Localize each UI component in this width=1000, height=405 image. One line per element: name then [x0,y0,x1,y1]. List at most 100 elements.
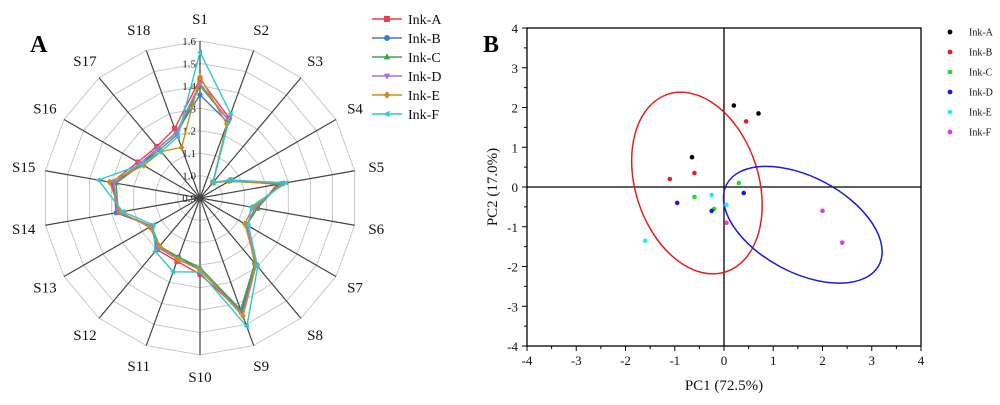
legend-label: Ink-D [969,88,993,99]
scatter-point [736,180,742,186]
radar-axis-label: S12 [73,328,96,344]
radar-data-point [197,271,203,277]
legend-marker [383,91,391,99]
scatter-point [839,240,845,245]
radar-data-point [170,268,176,275]
radar-data-point [172,125,178,132]
y-tick-label: 0 [512,180,519,195]
panel-a-label: A [30,32,48,58]
radar-data-point [227,110,233,117]
legend-label: Ink-F [969,128,992,139]
scatter-point [667,176,673,182]
legend-label: Ink-E [969,108,992,119]
legend-marker [947,109,953,115]
radar-axis-label: S1 [192,12,208,28]
radar-axis-label: S7 [347,281,363,297]
radar-data-point [150,222,156,228]
radar-axis-label: S11 [127,359,150,375]
radar-spoke [199,197,337,278]
radar-spoke [98,77,201,199]
y-tick-label: 4 [512,21,519,36]
radar-spoke [145,50,201,199]
y-tick-label: 1 [512,140,519,155]
scatter-point [692,194,697,200]
scatter-point [743,119,749,124]
radar-spoke [199,118,337,199]
scatter-point [731,103,737,108]
legend-marker [947,49,953,55]
radar-axis-label: S10 [188,370,211,386]
legend-label: Ink-E [408,89,440,104]
x-tick-label: -3 [571,353,582,368]
radar-data-point [245,223,251,229]
radar-tick-label: 0.9 [182,193,196,205]
y-tick-label: -3 [507,299,518,314]
radar-spoke [199,197,302,319]
radar-data-point [197,73,203,81]
x-tick-label: 3 [869,353,876,368]
radar-spoke [199,77,302,199]
radar-data-point [241,220,248,228]
radar-tick-label: 1.6 [182,36,196,48]
scatter-point [741,190,746,196]
radar-data-point [178,144,185,151]
legend-marker [947,129,953,135]
radar-data-point [95,177,101,183]
pca-scatter-chart: -4 -3 -2 -1 0 1 2 3 4 -4 -3 -2 -1 0 1 2 3 4 PC1 (72.5%) PC2… [485,21,925,394]
radar-legend: Ink-A Ink-B Ink-C Ink-D Ink-E Ink-F [372,13,442,123]
legend-label: Ink-D [408,70,441,85]
y-tick-label: -4 [507,339,518,354]
radar-axis-label: S18 [127,23,150,39]
radar-axis-label: S14 [12,222,36,238]
radar-data-point [106,178,113,186]
confidence-ellipse [722,165,883,284]
radar-axis-label: S8 [307,328,323,344]
y-tick-label: -2 [507,260,518,275]
scatter-point [756,111,761,116]
radar-data-point [196,49,203,56]
legend-label: Ink-F [408,108,439,123]
radar-data-point [197,92,203,98]
legend-marker [384,16,390,22]
scatter-point [692,170,697,176]
radar-data-point [155,146,162,152]
radar-data-point [156,242,163,250]
x-tick-label: -2 [620,353,631,368]
legend-marker [947,69,953,75]
radar-tick-label: 1.2 [182,126,196,138]
radar-axis-label: S2 [253,23,269,39]
y-tick-label: -1 [507,220,518,235]
radar-data-point [152,248,158,255]
x-tick-label: 0 [721,353,728,368]
y-tick-label: 2 [512,101,519,116]
legend-marker [383,53,391,60]
radar-data-point [196,269,203,275]
radar-axis-label: S15 [12,160,35,176]
radar-axis-label: S16 [33,102,57,118]
radar-tick-label: 1.0 [182,171,196,183]
scatter-point [689,154,695,160]
radar-data-point [174,255,181,263]
pca-legend: Ink-A Ink-B Ink-C Ink-D Ink-E Ink-F [947,28,994,139]
radar-data-point [226,177,232,185]
radar-chart: 0.91.01.11.21.31.41.51.6S1S2S3S4S5S6S7S8… [12,12,385,386]
radar-axis-label: S5 [368,160,384,176]
legend-marker [947,89,953,95]
scatter-point [820,208,825,214]
radar-data-point [138,161,144,168]
radar-data-point [157,148,164,155]
legend-marker [383,73,391,80]
legend-label: Ink-B [969,48,993,59]
radar-data-point [209,179,216,186]
radar-data-point [227,177,234,183]
radar-data-point [247,204,253,210]
radar-tick-label: 1.1 [182,148,196,160]
radar-spoke [63,118,201,199]
scatter-point [642,238,648,243]
x-axis-label: PC1 (72.5%) [685,378,763,394]
radar-axis-label: S13 [33,281,56,297]
scatter-point [724,202,729,208]
radar-data-point [283,179,289,186]
